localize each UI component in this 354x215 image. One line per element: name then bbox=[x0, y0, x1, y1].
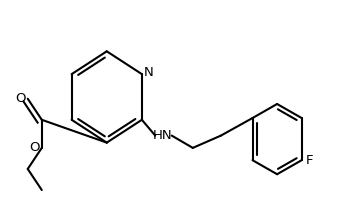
Text: HN: HN bbox=[153, 129, 173, 142]
Text: F: F bbox=[306, 154, 313, 167]
Text: O: O bbox=[29, 141, 39, 154]
Text: O: O bbox=[15, 92, 25, 105]
Text: N: N bbox=[143, 66, 153, 79]
